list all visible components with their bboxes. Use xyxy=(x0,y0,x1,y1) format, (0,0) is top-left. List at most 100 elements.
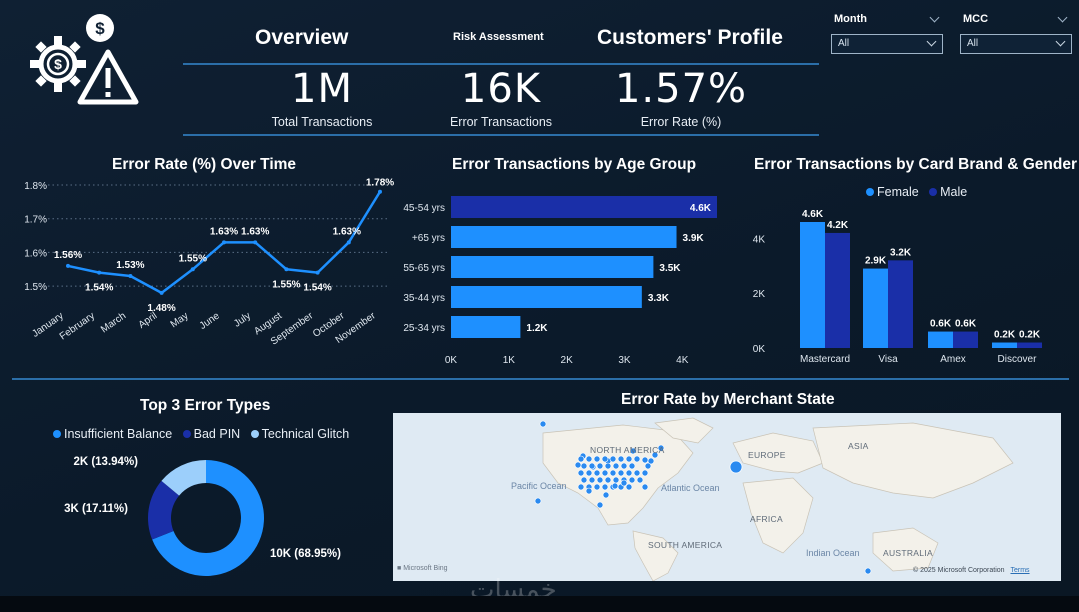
merchant-bubble[interactable] xyxy=(651,451,659,459)
line-point[interactable] xyxy=(346,240,351,245)
line-point[interactable] xyxy=(315,270,320,275)
donut-slice[interactable] xyxy=(148,480,180,540)
merchant-bubble[interactable] xyxy=(620,462,628,470)
line-point[interactable] xyxy=(253,240,258,245)
age-bar[interactable] xyxy=(451,316,521,338)
terms-link[interactable]: Terms xyxy=(1010,567,1030,574)
legend-male[interactable]: Male xyxy=(929,185,967,199)
merchant-bubble[interactable] xyxy=(617,455,625,463)
merchant-bubble[interactable] xyxy=(641,469,649,477)
merchant-bubble[interactable] xyxy=(629,447,637,455)
donut-slice[interactable] xyxy=(152,460,264,576)
merchant-bubble[interactable] xyxy=(625,483,633,491)
age-bar[interactable] xyxy=(451,226,677,248)
merchant-bubble[interactable] xyxy=(585,487,593,495)
merchant-bubble[interactable] xyxy=(641,456,649,464)
merchant-bubble[interactable] xyxy=(580,462,588,470)
merchant-bubble[interactable] xyxy=(625,455,633,463)
merchant-bubble[interactable] xyxy=(601,483,609,491)
merchant-bubble[interactable] xyxy=(628,476,636,484)
card-bar-female[interactable] xyxy=(992,342,1017,348)
merchant-bubble[interactable] xyxy=(641,483,649,491)
merchant-bubble[interactable] xyxy=(596,476,604,484)
merchant-bubble[interactable] xyxy=(588,462,596,470)
merchant-bubble[interactable] xyxy=(588,476,596,484)
merchant-bubble[interactable] xyxy=(596,501,604,509)
line-point[interactable] xyxy=(190,267,195,272)
mcc-slicer-dropdown[interactable]: All xyxy=(960,34,1072,54)
line-point[interactable] xyxy=(66,263,70,268)
merchant-bubble[interactable] xyxy=(612,462,620,470)
age-bar[interactable] xyxy=(451,286,642,308)
merchant-bubble[interactable] xyxy=(577,455,585,463)
merchant-state-map[interactable]: NORTH AMERICA EUROPE ASIA AFRICA SOUTH A… xyxy=(393,413,1061,581)
tab-risk-assessment[interactable]: Risk Assessment xyxy=(453,31,544,43)
line-point[interactable] xyxy=(222,240,226,245)
error-rate-line-chart: 1.8% 1.7% 1.6% 1.5% 1.56% 1.54% 1.53% 1.48% 1.55… xyxy=(24,178,394,348)
card-bar-female[interactable] xyxy=(863,268,888,348)
merchant-bubble[interactable] xyxy=(633,469,641,477)
merchant-bubble[interactable] xyxy=(593,455,601,463)
age-bar[interactable] xyxy=(451,256,654,278)
legend-insufficient-balance[interactable]: Insufficient Balance xyxy=(53,427,172,441)
month-slicer-dropdown[interactable]: All xyxy=(831,34,943,54)
merchant-bubble[interactable] xyxy=(609,455,617,463)
merchant-bubble[interactable] xyxy=(574,461,582,469)
merchant-bubble[interactable] xyxy=(633,455,641,463)
card-bar-value: 0.6K xyxy=(955,319,977,330)
merchant-bubble[interactable] xyxy=(625,469,633,477)
merchant-bubble[interactable] xyxy=(577,483,585,491)
merchant-bubble[interactable] xyxy=(596,462,604,470)
legend-bad-pin[interactable]: Bad PIN xyxy=(182,427,240,441)
donut-slice[interactable] xyxy=(161,460,206,496)
card-chart-title: Error Transactions by Card Brand & Gende… xyxy=(754,156,1078,173)
merchant-bubble[interactable] xyxy=(620,479,628,487)
line-point[interactable] xyxy=(97,270,102,275)
world-map-shapes xyxy=(542,417,1014,581)
card-bar-male[interactable] xyxy=(1017,342,1042,348)
merchant-bubble[interactable] xyxy=(644,462,652,470)
merchant-bubble[interactable] xyxy=(611,482,619,490)
card-bar-male[interactable] xyxy=(888,260,913,348)
merchant-bubble[interactable] xyxy=(577,469,585,477)
merchant-bubble[interactable] xyxy=(612,476,620,484)
card-bar-male[interactable] xyxy=(825,232,850,348)
legend-female[interactable]: Female xyxy=(866,185,919,199)
merchant-bubble[interactable] xyxy=(601,469,609,477)
merchant-bubble[interactable] xyxy=(636,476,644,484)
merchant-bubble[interactable] xyxy=(617,469,625,477)
chevron-down-icon xyxy=(1055,36,1066,47)
merchant-bubble[interactable] xyxy=(864,567,872,575)
merchant-bubble[interactable] xyxy=(729,460,743,474)
x-tick-label: March xyxy=(99,310,128,335)
merchant-bubble[interactable] xyxy=(585,469,593,477)
line-point[interactable] xyxy=(378,189,382,194)
tab-customers-profile[interactable]: Customers' Profile xyxy=(597,26,783,49)
merchant-bubble[interactable] xyxy=(539,420,547,428)
line-point[interactable] xyxy=(284,267,289,272)
merchant-bubble[interactable] xyxy=(602,491,610,499)
merchant-bubble[interactable] xyxy=(657,444,665,452)
tab-overview[interactable]: Overview xyxy=(255,26,349,49)
month-slicer-collapse-icon[interactable] xyxy=(929,12,940,23)
merchant-bubble[interactable] xyxy=(593,483,601,491)
line-point[interactable] xyxy=(128,274,133,279)
card-bar-female[interactable] xyxy=(928,331,953,348)
merchant-bubble[interactable] xyxy=(609,469,617,477)
merchant-bubble[interactable] xyxy=(580,476,588,484)
merchant-bubble[interactable] xyxy=(628,462,636,470)
merchant-bubble[interactable] xyxy=(604,476,612,484)
merchant-bubble[interactable] xyxy=(534,497,542,505)
merchant-bubble[interactable] xyxy=(604,462,612,470)
merchant-bubble[interactable] xyxy=(585,455,593,463)
legend-technical-glitch[interactable]: Technical Glitch xyxy=(250,427,349,441)
merchant-bubble[interactable] xyxy=(601,455,609,463)
line-point[interactable] xyxy=(159,290,164,295)
card-bar-female[interactable] xyxy=(800,222,825,348)
age-bar[interactable] xyxy=(451,196,717,218)
kpi-error-rate-value: 1.57% xyxy=(614,66,748,112)
mcc-slicer-collapse-icon[interactable] xyxy=(1057,12,1068,23)
card-bar-male[interactable] xyxy=(953,331,978,348)
merchant-bubble[interactable] xyxy=(593,469,601,477)
x-tick-label: 1K xyxy=(503,355,516,366)
